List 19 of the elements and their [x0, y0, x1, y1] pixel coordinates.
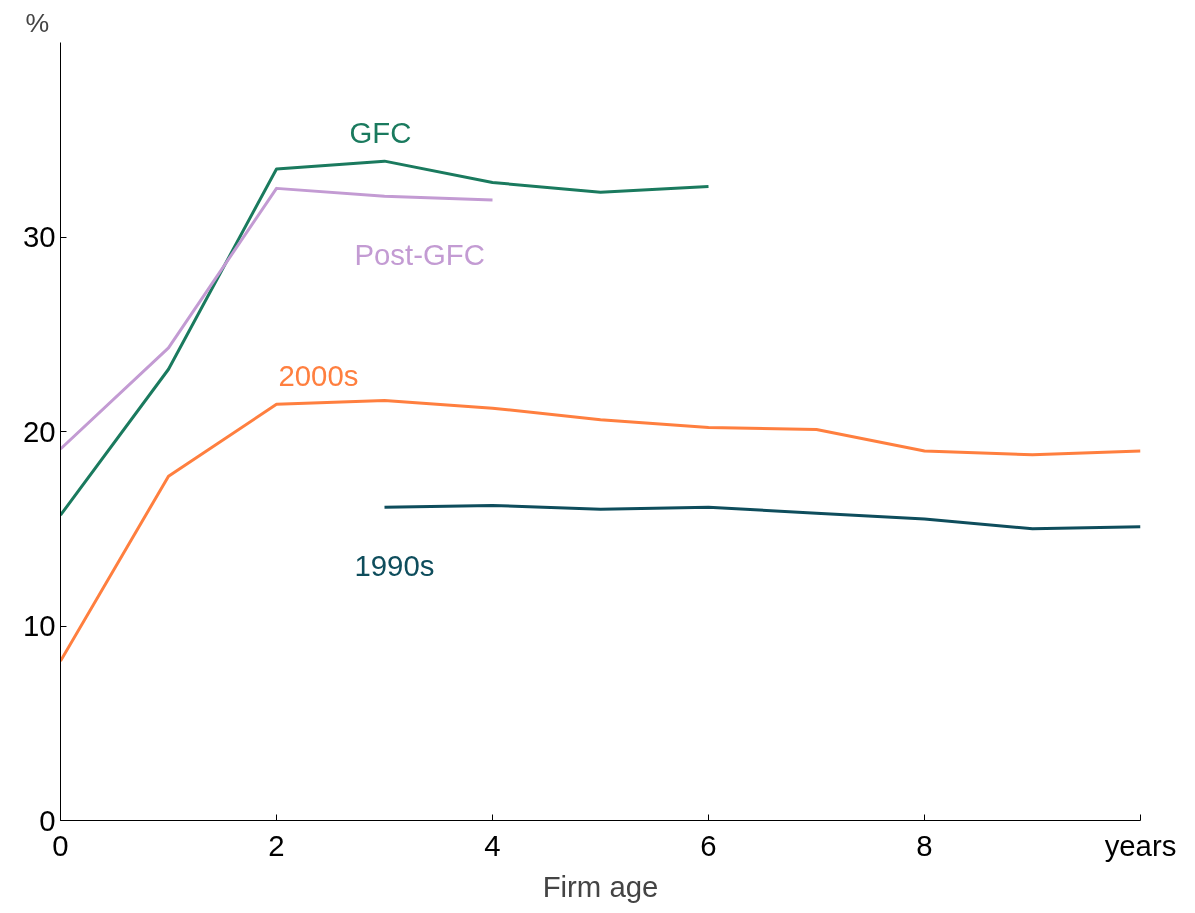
x-tick-label: 4	[484, 828, 501, 862]
line-series	[60, 398, 1141, 663]
x-tick-label: 6	[700, 828, 717, 862]
series-label: GFC	[349, 116, 412, 150]
y-tick-label: 10	[22, 609, 56, 642]
x-tick-label: 2	[268, 828, 285, 862]
series-label: 2000s	[278, 359, 359, 393]
y-tick-label: 30	[22, 220, 56, 253]
x-tick-label: 8	[916, 828, 933, 862]
line-series	[383, 503, 1141, 531]
series-label: 1990s	[354, 549, 435, 583]
x-axis-title: Firm age	[542, 869, 659, 903]
y-tick-label: 0	[39, 803, 56, 837]
y-tick-label: 20	[22, 414, 56, 448]
line-series	[60, 159, 710, 517]
x-tick-label: years	[1104, 828, 1177, 862]
series-label: Post-GFC	[354, 238, 485, 272]
line-series	[60, 186, 494, 451]
y-axis-title: %	[25, 7, 50, 38]
